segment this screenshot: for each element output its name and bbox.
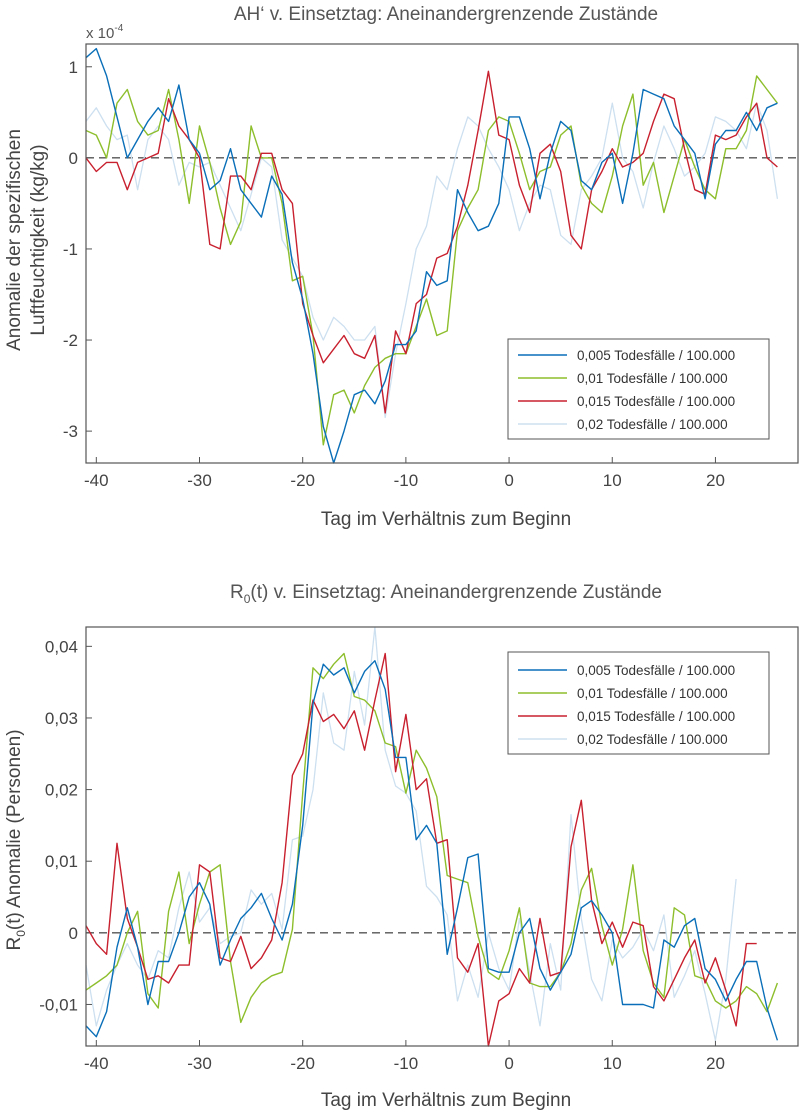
y-tick-label: -0,01 bbox=[39, 995, 78, 1014]
chart1-legend-label-3: 0,015 Todesfälle / 100.000 bbox=[577, 394, 735, 409]
chart2-x-ticks: -40 -30 -20 -10 0 10 20 bbox=[84, 1040, 725, 1073]
y-tick-label: 0,02 bbox=[45, 781, 78, 800]
chart-humidity: AH‘ v. Einsetztag: Aneinandergrenzende Z… bbox=[4, 4, 799, 530]
line-series-0005 bbox=[85, 660, 779, 1041]
chart2-title: R0(t) v. Einsetztag: Aneinandergrenzende… bbox=[230, 582, 662, 606]
chart1-legend-label-2: 0,01 Todesfälle / 100.000 bbox=[577, 371, 728, 386]
line-series-001 bbox=[85, 652, 779, 1024]
x-tick-label: -20 bbox=[290, 1054, 315, 1073]
chart1-title: AH‘ v. Einsetztag: Aneinandergrenzende Z… bbox=[234, 4, 658, 25]
y-tick-label: -3 bbox=[63, 422, 78, 441]
chart1-plot-frame bbox=[85, 43, 799, 464]
chart2-legend-box bbox=[507, 651, 770, 755]
y-tick-label: -2 bbox=[63, 331, 78, 350]
y-tick-label: 0,01 bbox=[45, 852, 78, 871]
chart1-y-ticks: 1 0 -1 -2 -3 bbox=[63, 58, 92, 441]
x-tick-label: 10 bbox=[603, 1054, 622, 1073]
chart2-legend-label-3: 0,015 Todesfälle / 100.000 bbox=[577, 709, 735, 724]
chart1-ylabel: Anomalie der spezifischen Luftfeuchtigke… bbox=[4, 129, 49, 351]
x-tick-label: -30 bbox=[187, 471, 212, 490]
x-tick-label: 20 bbox=[706, 471, 725, 490]
x-tick-label: -10 bbox=[394, 1054, 419, 1073]
chart1-legend-label-4: 0,02 Todesfälle / 100.000 bbox=[577, 417, 728, 432]
chart-r0: R0(t) v. Einsetztag: Aneinandergrenzende… bbox=[4, 582, 799, 1111]
chart1-xlabel: Tag im Verhältnis zum Beginn bbox=[321, 509, 571, 530]
chart2-y-ticks: 0,04 0,03 0,02 0,01 0 -0,01 bbox=[39, 637, 92, 1014]
y-tick-label: 0 bbox=[69, 924, 78, 943]
line-series-001 bbox=[85, 75, 778, 446]
svg-text:Luftfeuchtigkeit (kg/kg): Luftfeuchtigkeit (kg/kg) bbox=[28, 144, 49, 335]
chart1-x-ticks: -40 -30 -20 -10 0 10 20 bbox=[84, 457, 725, 490]
chart1-legend-label-1: 0,005 Todesfälle / 100.000 bbox=[577, 348, 735, 363]
x-tick-label: 10 bbox=[603, 471, 622, 490]
line-series-002 bbox=[85, 102, 779, 419]
chart1-legend: 0,005 Todesfälle / 100.000 0,01 Todesfäl… bbox=[507, 338, 770, 440]
chart2-legend-label-4: 0,02 Todesfälle / 100.000 bbox=[577, 732, 728, 747]
chart1-series bbox=[85, 47, 779, 464]
chart1-multiplier: x 10-4 bbox=[86, 23, 124, 42]
x-tick-label: -20 bbox=[290, 471, 315, 490]
line-series-0015 bbox=[85, 652, 757, 1047]
svg-text:Anomalie der spezifischen: Anomalie der spezifischen bbox=[4, 129, 25, 351]
x-tick-label: -30 bbox=[187, 1054, 212, 1073]
x-tick-label: -40 bbox=[84, 471, 109, 490]
y-tick-label: 0,04 bbox=[45, 637, 78, 656]
x-tick-label: 20 bbox=[706, 1054, 725, 1073]
x-tick-label: 0 bbox=[504, 471, 513, 490]
chart2-plot-frame bbox=[85, 626, 799, 1047]
chart2-legend-label-2: 0,01 Todesfälle / 100.000 bbox=[577, 686, 728, 701]
chart2-legend-label-1: 0,005 Todesfälle / 100.000 bbox=[577, 663, 735, 678]
y-tick-label: 0,03 bbox=[45, 709, 78, 728]
y-tick-label: 0 bbox=[69, 149, 78, 168]
x-tick-label: -10 bbox=[394, 471, 419, 490]
x-tick-label: -40 bbox=[84, 1054, 109, 1073]
y-tick-label: -1 bbox=[63, 240, 78, 259]
y-tick-label: 1 bbox=[69, 58, 78, 77]
chart2-series bbox=[85, 626, 779, 1047]
line-series-0005 bbox=[85, 47, 778, 464]
chart2-xlabel: Tag im Verhältnis zum Beginn bbox=[321, 1090, 571, 1111]
chart2-ylabel: R0(t) Anomalie (Personen) bbox=[4, 729, 28, 950]
x-tick-label: 0 bbox=[504, 1054, 513, 1073]
chart2-legend: 0,005 Todesfälle / 100.000 0,01 Todesfäl… bbox=[507, 651, 770, 755]
